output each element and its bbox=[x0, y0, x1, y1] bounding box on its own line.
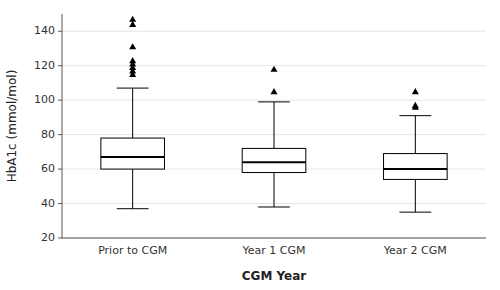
y-tick bbox=[58, 169, 62, 170]
y-tick bbox=[58, 134, 62, 135]
flier bbox=[129, 16, 136, 22]
box-group bbox=[101, 16, 165, 209]
y-tick-label: 60 bbox=[41, 162, 55, 175]
whisker-cap-low bbox=[258, 206, 290, 207]
whisker-low bbox=[132, 169, 133, 209]
whisker-cap-high bbox=[258, 101, 290, 102]
whisker-cap-low bbox=[117, 208, 149, 209]
chart-svg: 20 40 60 80 100 120 140 Prior to CGM Year 1 CGM Y… bbox=[0, 0, 500, 290]
grid bbox=[62, 31, 486, 238]
flier bbox=[412, 88, 419, 94]
box-group bbox=[384, 88, 448, 212]
y-tick bbox=[58, 203, 62, 204]
y-tick-label: 80 bbox=[41, 128, 55, 141]
whisker-high bbox=[132, 88, 133, 138]
whisker-high bbox=[274, 102, 275, 149]
box-group bbox=[242, 66, 306, 207]
whisker-cap-low bbox=[399, 212, 431, 213]
whisker-high bbox=[415, 116, 416, 154]
y-tick bbox=[58, 238, 62, 239]
grid-line bbox=[62, 100, 486, 101]
y-axis-line bbox=[62, 14, 63, 238]
y-tick-label: 100 bbox=[34, 93, 55, 106]
median-line bbox=[242, 161, 306, 163]
box bbox=[384, 154, 448, 180]
y-axis-label: HbA1c (mmol/mol) bbox=[5, 70, 19, 183]
y-tick-label: 40 bbox=[41, 197, 55, 210]
grid-line bbox=[62, 31, 486, 32]
whisker-cap-high bbox=[399, 115, 431, 116]
whisker-low bbox=[274, 173, 275, 207]
grid-line bbox=[62, 238, 486, 239]
flier bbox=[129, 43, 136, 49]
chart-container: 20 40 60 80 100 120 140 Prior to CGM Year 1 CGM Y… bbox=[0, 0, 500, 290]
y-tick-label: 120 bbox=[34, 59, 55, 72]
x-axis-line bbox=[62, 238, 486, 239]
axes: 20 40 60 80 100 120 140 Prior to CGM Year 1 CGM Y… bbox=[34, 14, 486, 257]
median-line bbox=[101, 156, 165, 158]
y-tick bbox=[58, 31, 62, 32]
whisker-low bbox=[415, 179, 416, 212]
whisker-cap-high bbox=[117, 88, 149, 89]
box bbox=[101, 138, 165, 169]
x-tick-label: Prior to CGM bbox=[98, 244, 167, 257]
flier bbox=[271, 88, 278, 94]
plot-area bbox=[101, 16, 447, 212]
flier bbox=[412, 102, 419, 108]
flier bbox=[129, 57, 136, 63]
x-axis-label: CGM Year bbox=[242, 269, 307, 283]
y-tick bbox=[58, 65, 62, 66]
box bbox=[242, 148, 306, 172]
median-line bbox=[384, 168, 448, 170]
x-tick-label: Year 2 CGM bbox=[383, 244, 447, 257]
x-tick-label: Year 1 CGM bbox=[242, 244, 306, 257]
flier bbox=[271, 66, 278, 72]
y-tick bbox=[58, 100, 62, 101]
y-tick-label: 140 bbox=[34, 24, 55, 37]
y-tick-label: 20 bbox=[41, 231, 55, 244]
